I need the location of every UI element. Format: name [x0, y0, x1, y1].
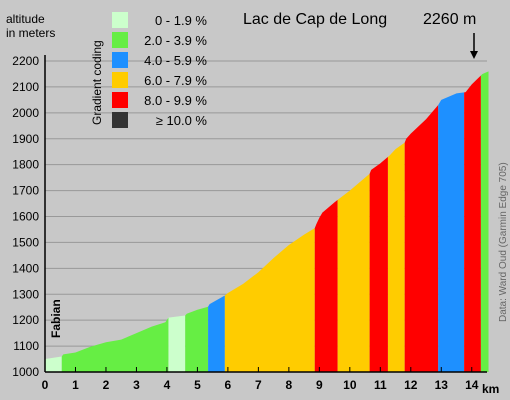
- profile-segment: [208, 295, 225, 372]
- legend-label: 6.0 - 7.9 %: [144, 73, 207, 88]
- profile-area: [45, 71, 489, 373]
- y-tick-label: 1700: [12, 184, 39, 198]
- legend-label: 2.0 - 3.9 %: [144, 33, 207, 48]
- legend-swatch: [112, 92, 128, 108]
- y-tick-label: 1200: [12, 313, 39, 327]
- legend-label: ≥ 10.0 %: [156, 113, 208, 128]
- y-tick-label: 1900: [12, 132, 39, 146]
- axes: [44, 55, 487, 373]
- legend-label: 8.0 - 9.9 %: [144, 93, 207, 108]
- y-tick-label: 1600: [12, 210, 39, 224]
- legend-title: Gradient coding: [90, 40, 104, 125]
- x-tick-labels: 0 1 2 3 4 5 6 7 8 9 10 11 12 13 14: [42, 378, 479, 392]
- legend-label: 4.0 - 5.9 %: [144, 53, 207, 68]
- legend: 0 - 1.9 % 2.0 - 3.9 % 4.0 - 5.9 % 6.0 - 7.9…: [112, 12, 207, 128]
- x-tick-label: 4: [164, 378, 171, 392]
- profile-segment: [224, 228, 315, 372]
- profile-segment: [464, 75, 481, 372]
- profile-segment: [314, 199, 338, 372]
- x-tick-label: 3: [133, 378, 140, 392]
- summit-label: 2260 m: [423, 11, 476, 28]
- y-tick-label: 2000: [12, 106, 39, 120]
- profile-segment: [369, 156, 388, 372]
- x-tick-label: 14: [465, 378, 479, 392]
- x-tick-label: 0: [42, 378, 49, 392]
- y-tick-label: 1300: [12, 287, 39, 301]
- summit-arrow: [470, 33, 478, 59]
- x-tick-label: 7: [255, 378, 262, 392]
- y-tick-label: 1800: [12, 158, 39, 172]
- y-tick-label: 1100: [13, 339, 39, 353]
- x-tick-label: 9: [316, 378, 323, 392]
- x-tick-label: 6: [225, 378, 232, 392]
- x-tick-label: 5: [194, 378, 201, 392]
- x-tick-label: 8: [286, 378, 293, 392]
- profile-segment: [480, 71, 489, 373]
- profile-segment: [387, 142, 405, 372]
- y-tick-label: 2200: [12, 54, 39, 68]
- profile-segment: [185, 306, 209, 372]
- start-label: Fabian: [49, 299, 63, 338]
- profile-segment: [438, 92, 465, 372]
- legend-swatch: [112, 72, 128, 88]
- y-tick-labels: 1000 1100 1200 1300 1400 1500 1600 1700 1800 1900…: [12, 54, 39, 379]
- chart-title: Lac de Cap de Long: [243, 11, 387, 28]
- x-tick-label: 13: [435, 378, 449, 392]
- x-tick-label: 11: [374, 378, 387, 392]
- y-tick-label: 1000: [12, 365, 39, 379]
- y-tick-label: 1500: [12, 235, 39, 249]
- x-unit-label: km: [482, 382, 499, 396]
- legend-swatch: [112, 112, 128, 128]
- ylabel-line-2: in meters: [6, 26, 55, 40]
- profile-segment: [61, 317, 169, 372]
- x-tick-label: 1: [72, 378, 79, 392]
- x-tick-label: 12: [404, 378, 418, 392]
- credit-label: Data: Ward Oud (Garmin Edge 705): [498, 162, 509, 322]
- x-tick-label: 2: [103, 378, 110, 392]
- x-tick-label: 10: [343, 378, 357, 392]
- profile-segment: [45, 356, 62, 372]
- profile-segment: [337, 173, 370, 372]
- ylabel-line-1: altitude: [6, 12, 45, 26]
- profile-segment: [168, 315, 186, 372]
- y-tick-label: 2100: [12, 80, 39, 94]
- y-tick-label: 1400: [12, 261, 39, 275]
- profile-segment: [404, 105, 439, 372]
- legend-swatch: [112, 12, 128, 28]
- legend-swatch: [112, 32, 128, 48]
- legend-label: 0 - 1.9 %: [155, 13, 207, 28]
- legend-swatch: [112, 52, 128, 68]
